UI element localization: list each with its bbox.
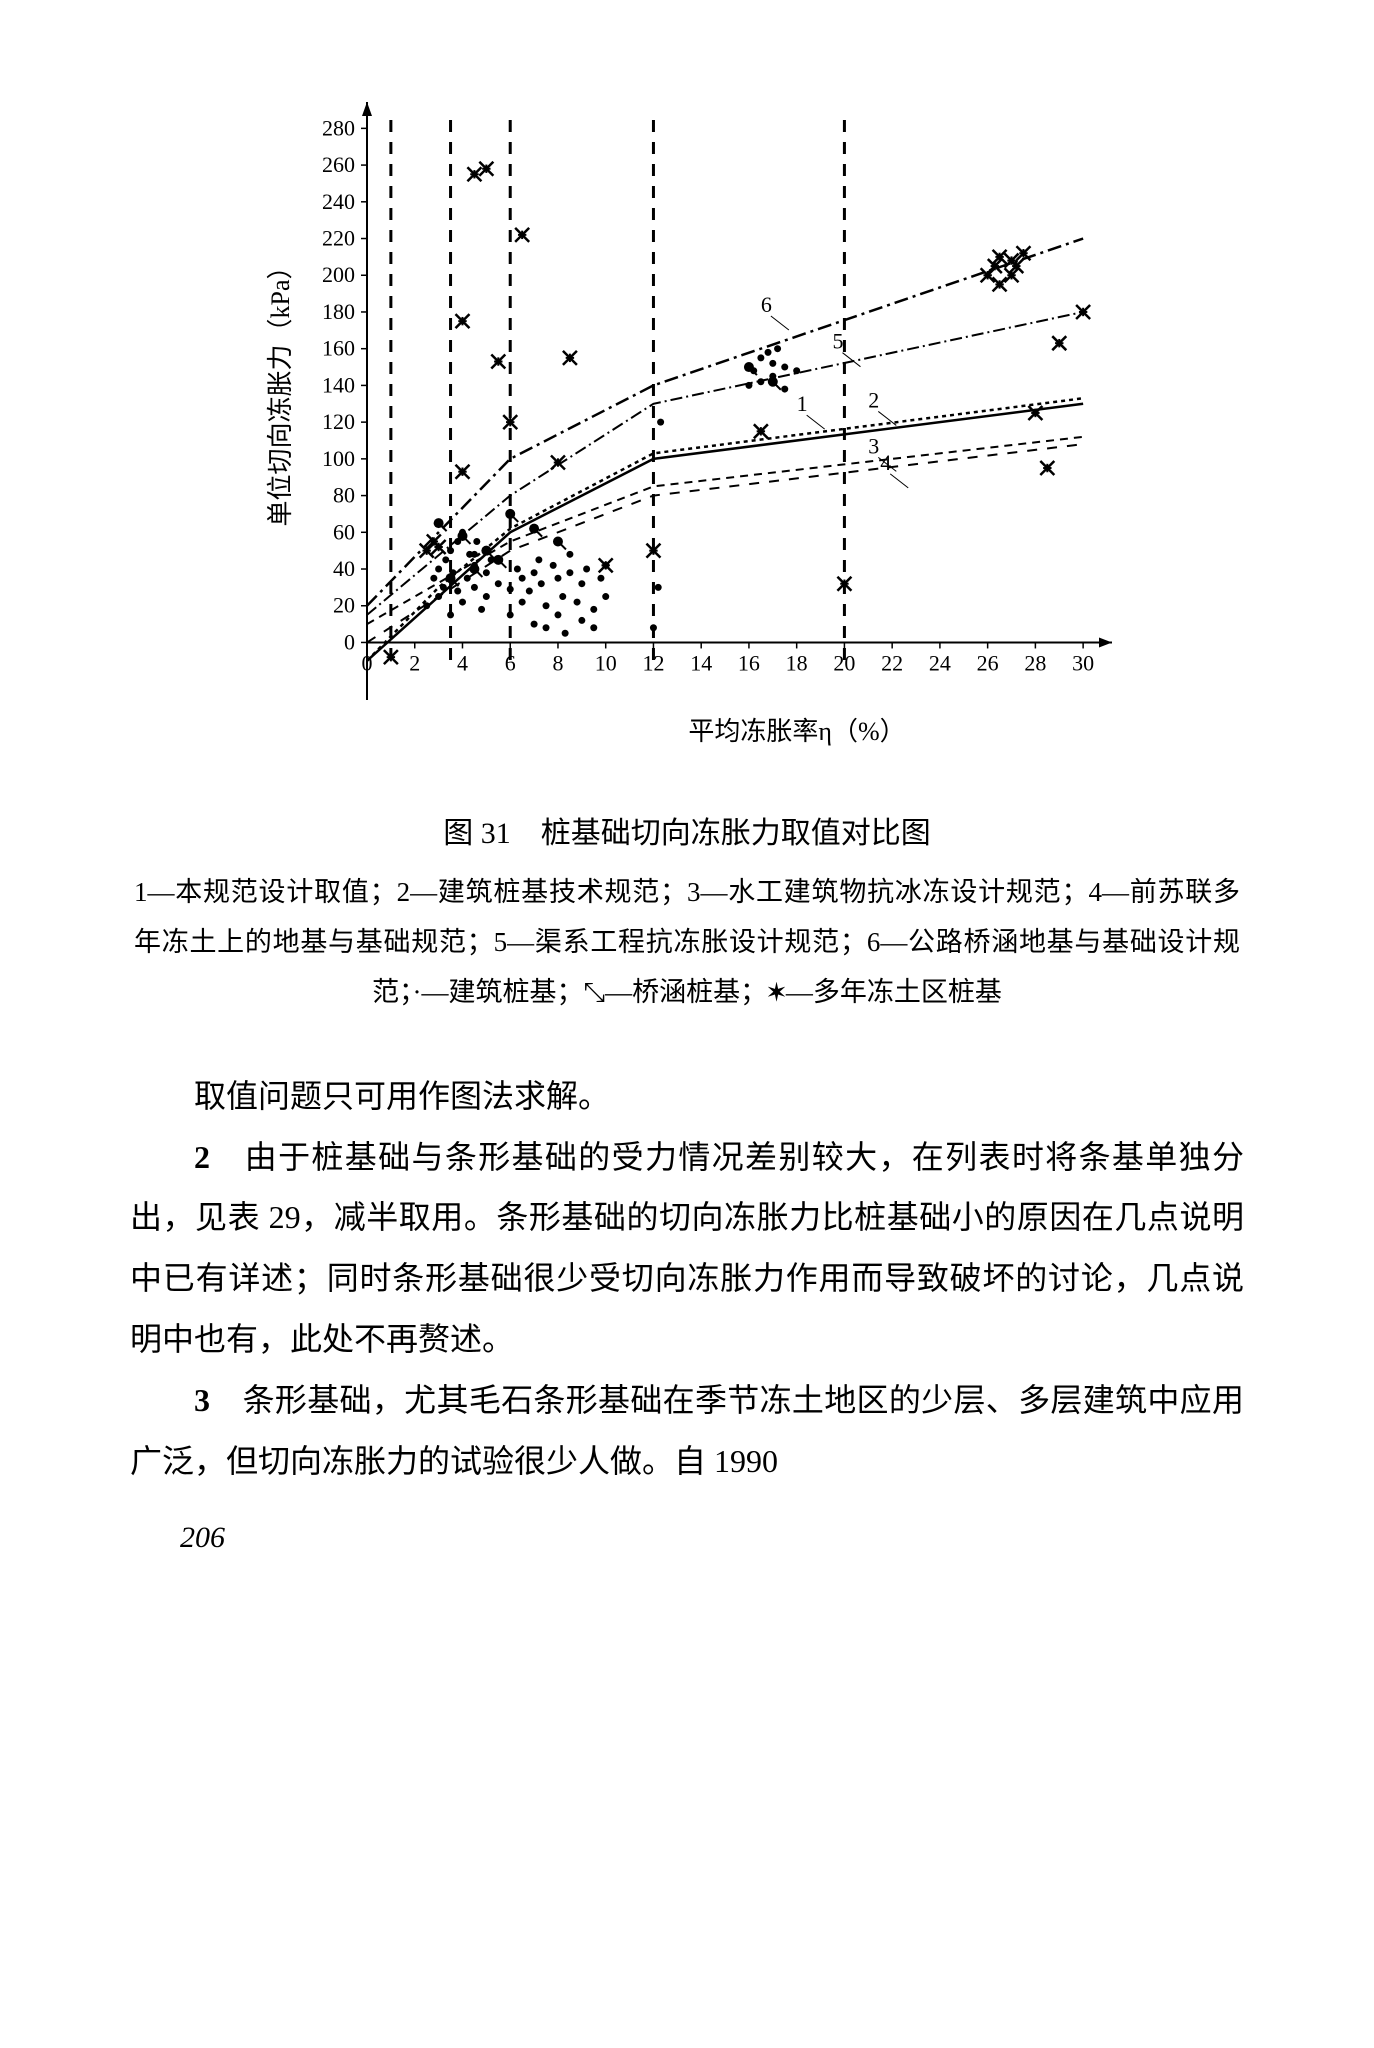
paragraph-3-text: 条形基础，尤其毛石条形基础在季节冻土地区的少层、多层建筑中应用广泛，但切向冻胀力… xyxy=(130,1382,1244,1479)
paragraph-intro: 取值问题只可用作图法求解。 xyxy=(130,1066,1244,1127)
chart-svg: 0246810121416182022242628300204060801001… xyxy=(237,90,1137,780)
svg-text:5: 5 xyxy=(832,329,843,354)
svg-text:18: 18 xyxy=(786,650,808,675)
item-number-2: 2 xyxy=(194,1139,210,1175)
paragraph-2-text: 由于桩基础与条形基础的受力情况差别较大，在列表时将条基单独分出，见表 29，减半… xyxy=(130,1139,1244,1357)
svg-text:26: 26 xyxy=(977,650,999,675)
svg-text:24: 24 xyxy=(929,650,951,675)
figure-legend: 1—本规范设计取值；2—建筑桩基技术规范；3—水工建筑物抗冰冻设计规范；4—前苏… xyxy=(130,868,1244,1018)
svg-text:10: 10 xyxy=(595,650,617,675)
svg-text:4: 4 xyxy=(880,450,891,475)
svg-text:140: 140 xyxy=(322,372,355,397)
svg-text:平均冻胀率η（%）: 平均冻胀率η（%） xyxy=(688,717,905,746)
svg-text:1: 1 xyxy=(797,391,808,416)
svg-text:2: 2 xyxy=(868,387,879,412)
svg-text:40: 40 xyxy=(333,556,355,581)
svg-text:60: 60 xyxy=(333,519,355,544)
item-number-3: 3 xyxy=(194,1382,210,1418)
svg-text:2: 2 xyxy=(409,650,420,675)
svg-text:200: 200 xyxy=(322,262,355,287)
figure-caption: 图 31 桩基础切向冻胀力取值对比图 xyxy=(130,808,1244,852)
svg-text:280: 280 xyxy=(322,115,355,140)
svg-text:6: 6 xyxy=(761,292,772,317)
svg-text:260: 260 xyxy=(322,152,355,177)
svg-text:22: 22 xyxy=(881,650,903,675)
svg-text:100: 100 xyxy=(322,446,355,471)
svg-text:0: 0 xyxy=(362,650,373,675)
svg-text:120: 120 xyxy=(322,409,355,434)
svg-text:220: 220 xyxy=(322,226,355,251)
svg-text:0: 0 xyxy=(344,629,355,654)
svg-text:3: 3 xyxy=(868,433,879,458)
paragraph-2: 2 由于桩基础与条形基础的受力情况差别较大，在列表时将条基单独分出，见表 29，… xyxy=(130,1127,1244,1370)
svg-text:160: 160 xyxy=(322,336,355,361)
body-text: 取值问题只可用作图法求解。 2 由于桩基础与条形基础的受力情况差别较大，在列表时… xyxy=(130,1066,1244,1492)
svg-text:4: 4 xyxy=(457,650,468,675)
svg-text:8: 8 xyxy=(552,650,563,675)
paragraph-3: 3 条形基础，尤其毛石条形基础在季节冻土地区的少层、多层建筑中应用广泛，但切向冻… xyxy=(130,1370,1244,1492)
svg-text:16: 16 xyxy=(738,650,760,675)
svg-text:28: 28 xyxy=(1024,650,1046,675)
chart: 0246810121416182022242628300204060801001… xyxy=(237,90,1137,780)
svg-text:14: 14 xyxy=(690,650,712,675)
svg-text:单位切向冻胀力（kPa）: 单位切向冻胀力（kPa） xyxy=(266,253,295,526)
svg-text:180: 180 xyxy=(322,299,355,324)
svg-text:30: 30 xyxy=(1072,650,1094,675)
page-number: 206 xyxy=(130,1521,1244,1555)
svg-text:240: 240 xyxy=(322,189,355,214)
svg-text:20: 20 xyxy=(333,593,355,618)
svg-text:80: 80 xyxy=(333,483,355,508)
